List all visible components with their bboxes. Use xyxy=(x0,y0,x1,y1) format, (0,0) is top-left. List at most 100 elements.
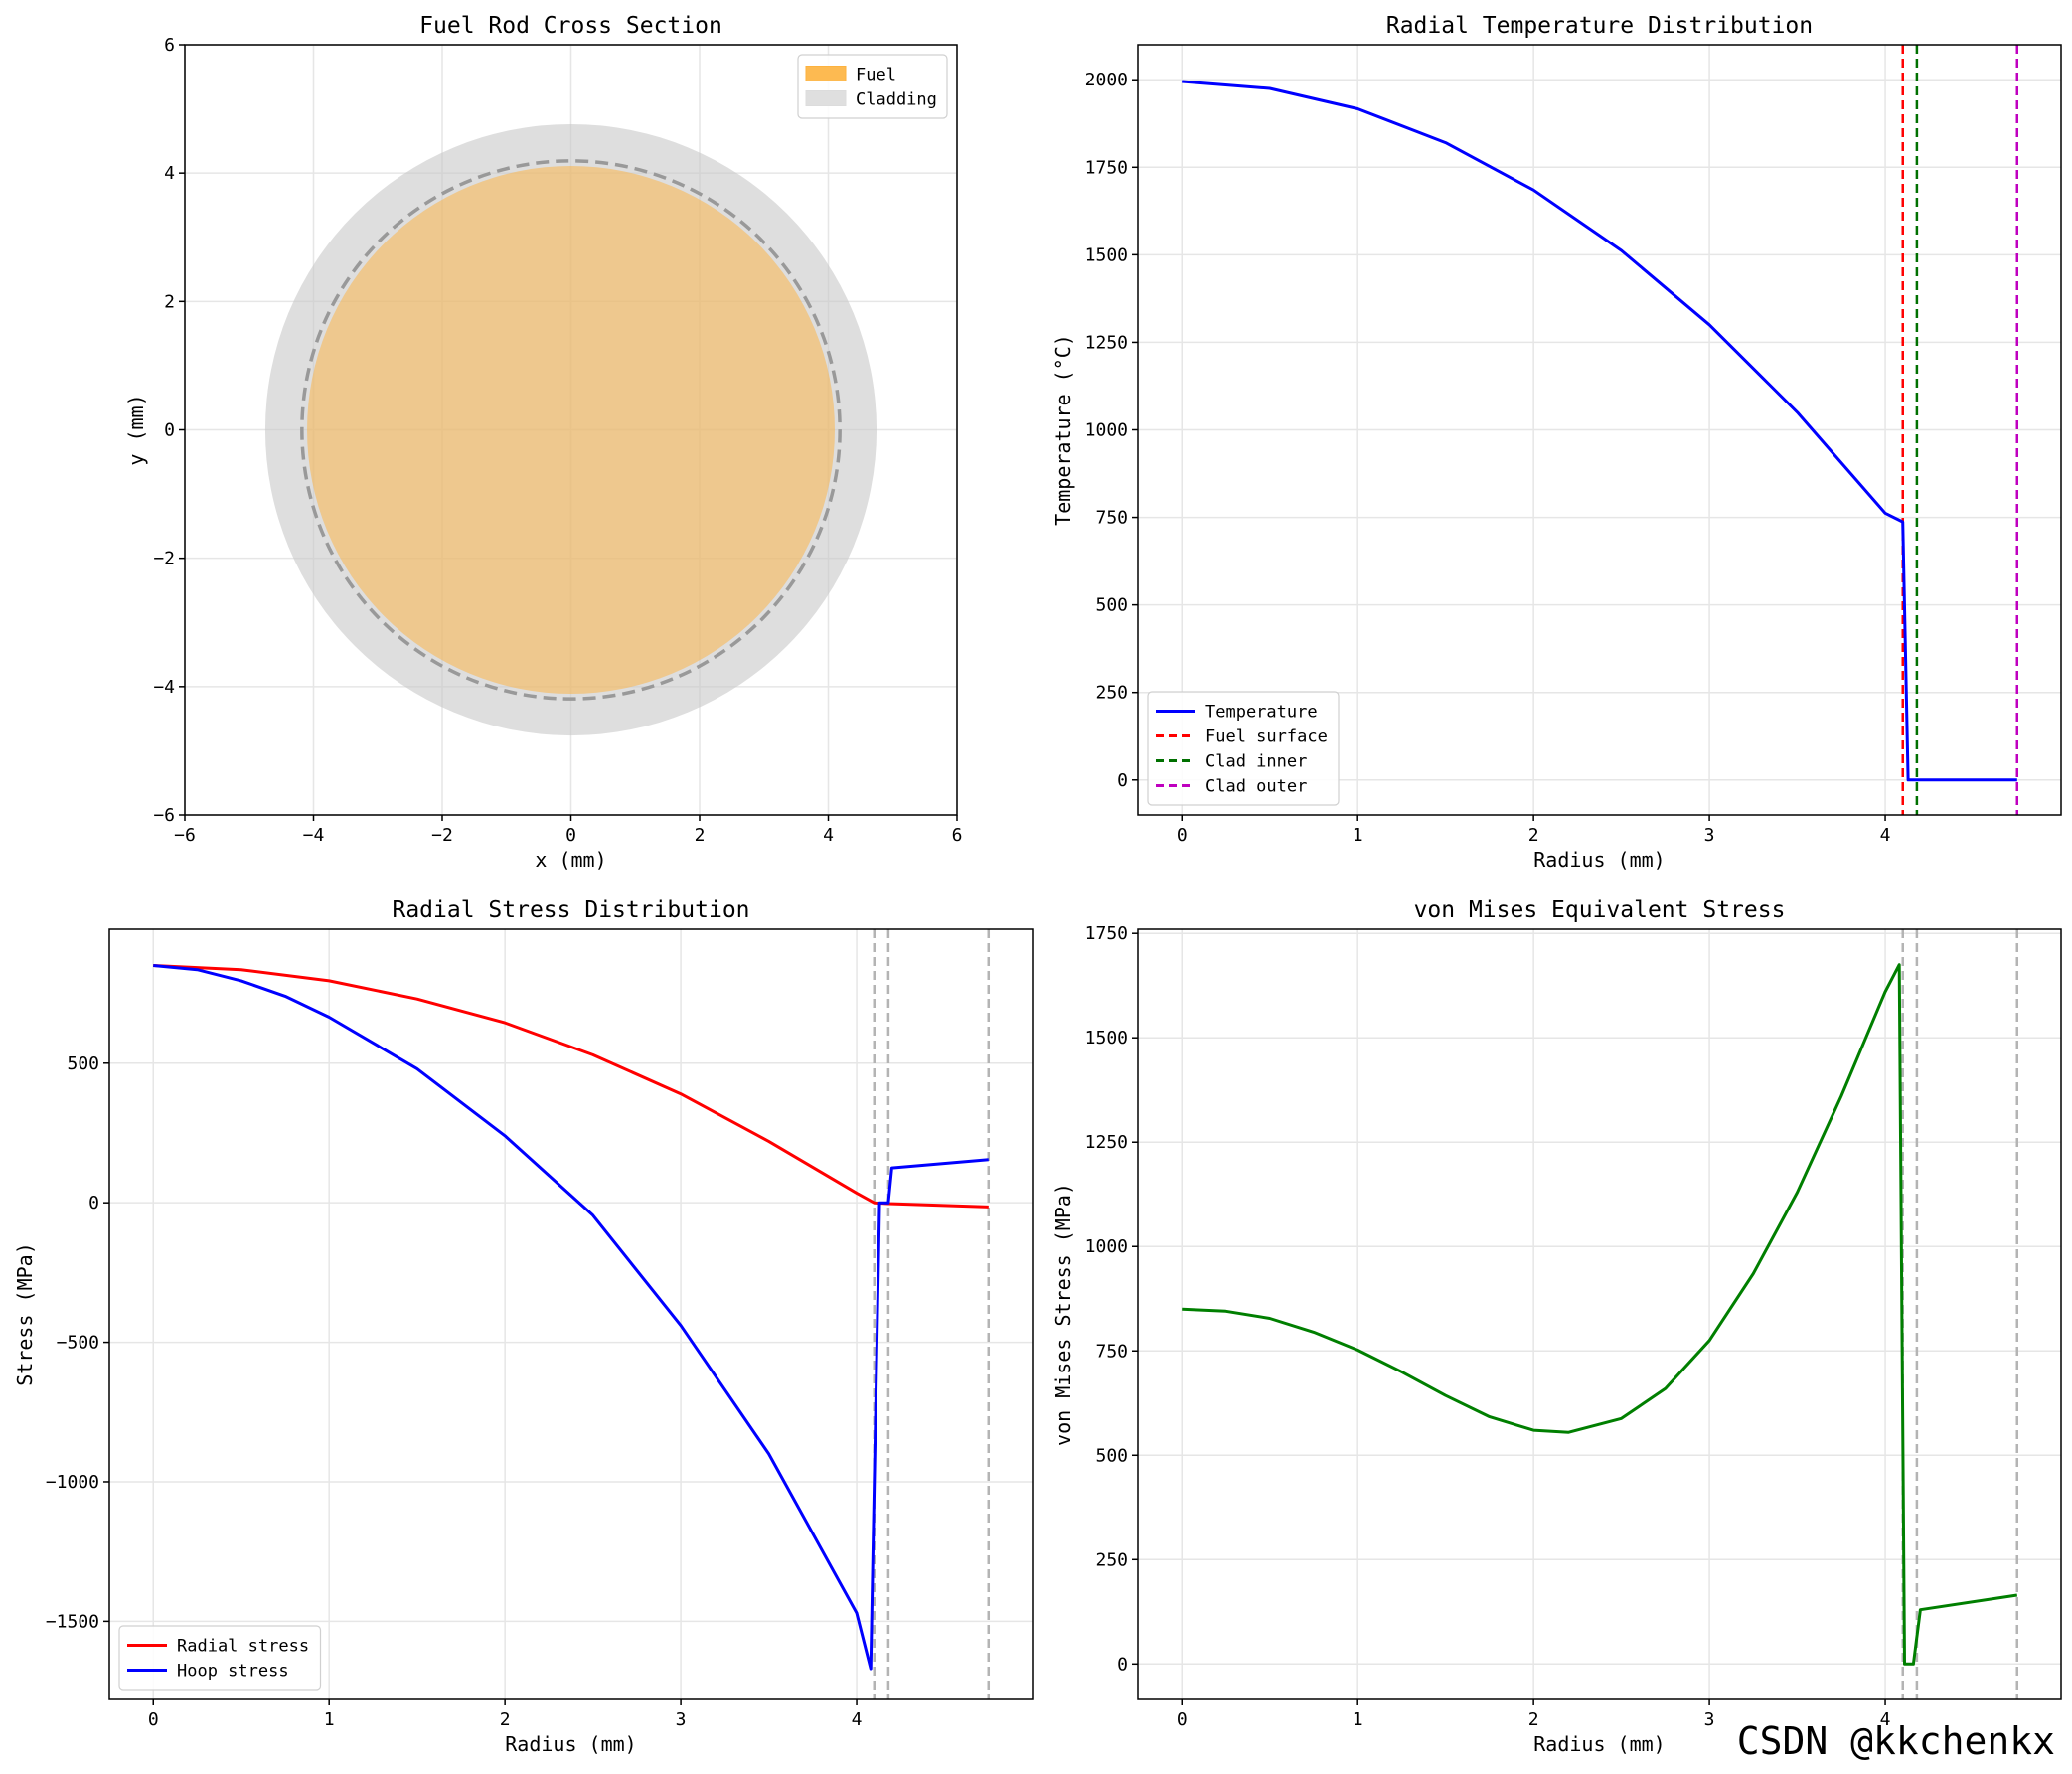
y-tick-label: 750 xyxy=(1095,1341,1128,1362)
y-tick-label: 1750 xyxy=(1085,923,1128,944)
axes-frame xyxy=(108,928,1034,1700)
x-tick-label: −2 xyxy=(431,825,453,846)
x-tick-label: 1 xyxy=(1353,1709,1363,1730)
chart-title: Radial Stress Distribution xyxy=(392,897,749,923)
x-tick-label: 4 xyxy=(1880,825,1891,846)
y-tick-label: 1750 xyxy=(1085,157,1128,178)
x-tick-label: 2 xyxy=(1528,1709,1539,1730)
plot-area xyxy=(153,929,991,1699)
y-ticks: 0 250 500 750 1000 1250 1500 1750 2000 xyxy=(1085,70,1138,791)
fuel-circle xyxy=(307,166,835,694)
y-tick-label: 500 xyxy=(1095,595,1128,616)
y-tick-label: 500 xyxy=(67,1053,99,1074)
x-tick-label: 4 xyxy=(852,1709,863,1730)
y-tick-label: 500 xyxy=(1095,1445,1128,1466)
x-axis-label: Radius (mm) xyxy=(1533,848,1665,872)
y-tick-label: 2000 xyxy=(1085,70,1128,90)
y-ticks: 0 250 500 750 1000 1250 1500 1750 xyxy=(1085,923,1138,1675)
plot-area xyxy=(1182,929,2019,1699)
chart-title: Radial Temperature Distribution xyxy=(1386,13,1813,39)
y-tick-label: 250 xyxy=(1095,683,1128,704)
x-tick-label: 0 xyxy=(1177,1709,1188,1730)
temperature-series xyxy=(1182,80,2017,782)
y-tick-label: 1250 xyxy=(1085,1132,1128,1153)
x-tick-label: 3 xyxy=(1704,825,1715,846)
x-tick-label: 3 xyxy=(1704,1709,1715,1730)
x-ticks: 0 1 2 3 4 xyxy=(1177,1699,1891,1730)
x-tick-label: 2 xyxy=(1528,825,1539,846)
x-tick-label: 0 xyxy=(148,1709,159,1730)
hoop-stress-series xyxy=(153,964,989,1671)
chart-stress: 0 1 2 3 4 −1500 −1000 −500 0 500 Radial Stress Dis… xyxy=(13,897,1034,1756)
y-tick-label: 1000 xyxy=(1085,420,1128,441)
x-axis-label: Radius (mm) xyxy=(1533,1732,1665,1756)
y-tick-label: −6 xyxy=(153,805,175,826)
y-tick-label: −1500 xyxy=(46,1611,99,1632)
legend-label-fuel-surface: Fuel surface xyxy=(1205,727,1328,747)
axes-frame xyxy=(1137,928,2062,1700)
y-tick-label: −4 xyxy=(153,677,175,698)
y-tick-label: 1250 xyxy=(1085,332,1128,353)
gap-boundary-circle xyxy=(300,159,842,701)
grid-lines xyxy=(109,929,1033,1699)
y-tick-label: 1000 xyxy=(1085,1236,1128,1257)
y-axis-label: y (mm) xyxy=(124,394,148,465)
legend-swatch-cladding xyxy=(805,90,847,106)
chart-vm: 0 1 2 3 4 0 250 500 750 1000 1250 1500 1750 von Mises… xyxy=(1051,897,2062,1756)
x-tick-label: 1 xyxy=(324,1709,335,1730)
legend-label-clad-inner: Clad inner xyxy=(1205,752,1307,772)
legend-label-cladding: Cladding xyxy=(856,90,937,110)
y-tick-label: 750 xyxy=(1095,508,1128,529)
x-tick-label: −6 xyxy=(174,825,196,846)
chart-temp: 0 1 2 3 4 0 250 500 750 1000 1250 1500 1750 2000 Radia… xyxy=(1051,13,2062,872)
y-axis-label: Temperature (°C) xyxy=(1051,334,1075,526)
y-ticks: −6 −4 −2 0 2 4 6 xyxy=(153,35,185,826)
x-tick-label: 2 xyxy=(500,1709,511,1730)
x-tick-label: 0 xyxy=(1177,825,1188,846)
y-tick-label: 0 xyxy=(1117,770,1128,791)
y-tick-label: −2 xyxy=(153,549,175,569)
watermark: CSDN @kkchenkx xyxy=(1737,1719,2055,1763)
legend: Fuel Cladding xyxy=(797,54,948,119)
y-axis-label: Stress (MPa) xyxy=(13,1242,37,1386)
x-axis-label: Radius (mm) xyxy=(505,1732,636,1756)
y-tick-label: 2 xyxy=(164,291,175,312)
y-tick-label: 4 xyxy=(164,163,175,184)
legend-label-temperature: Temperature xyxy=(1205,703,1318,723)
x-ticks: −6 −4 −2 0 2 4 6 xyxy=(174,815,962,846)
x-ticks: 0 1 2 3 4 xyxy=(148,1699,863,1730)
x-tick-label: 4 xyxy=(1880,1709,1891,1730)
x-tick-label: −4 xyxy=(303,825,325,846)
y-tick-label: −1000 xyxy=(46,1472,99,1493)
y-tick-label: 1500 xyxy=(1085,244,1128,265)
plot-area xyxy=(264,123,877,736)
legend-swatch-fuel xyxy=(805,66,847,81)
x-tick-label: 6 xyxy=(952,825,963,846)
x-tick-label: 2 xyxy=(695,825,706,846)
legend: Temperature Fuel surface Clad inner Clad ou… xyxy=(1147,691,1340,806)
y-tick-label: 6 xyxy=(164,35,175,56)
x-tick-label: 3 xyxy=(676,1709,687,1730)
legend-box xyxy=(1147,691,1340,806)
legend: Radial stress Hoop stress xyxy=(118,1625,322,1691)
y-tick-label: 250 xyxy=(1095,1549,1128,1570)
chart-title: Fuel Rod Cross Section xyxy=(419,13,722,39)
y-tick-label: 0 xyxy=(88,1193,99,1213)
von-mises-series xyxy=(1182,963,2018,1666)
grid-lines xyxy=(1138,929,2061,1699)
radial-stress-series xyxy=(153,964,989,1209)
legend-box xyxy=(118,1625,322,1691)
chart-title: von Mises Equivalent Stress xyxy=(1414,897,1786,923)
x-ticks: 0 1 2 3 4 xyxy=(1177,815,1891,846)
x-tick-label: 0 xyxy=(565,825,576,846)
x-tick-label: 1 xyxy=(1353,825,1363,846)
x-tick-label: 4 xyxy=(823,825,834,846)
y-ticks: −1500 −1000 −500 0 500 xyxy=(46,1053,109,1632)
chart-cross: −6 −4 −2 0 2 4 6 −6 −4 −2 0 2 4 6 Fuel Rod Cross Secti… xyxy=(124,13,962,872)
y-axis-label: von Mises Stress (MPa) xyxy=(1051,1183,1075,1446)
y-tick-label: 0 xyxy=(1117,1654,1128,1675)
plot-area xyxy=(1182,45,2019,815)
legend-label-hoop-stress: Hoop stress xyxy=(177,1662,289,1682)
y-tick-label: 0 xyxy=(164,420,175,441)
